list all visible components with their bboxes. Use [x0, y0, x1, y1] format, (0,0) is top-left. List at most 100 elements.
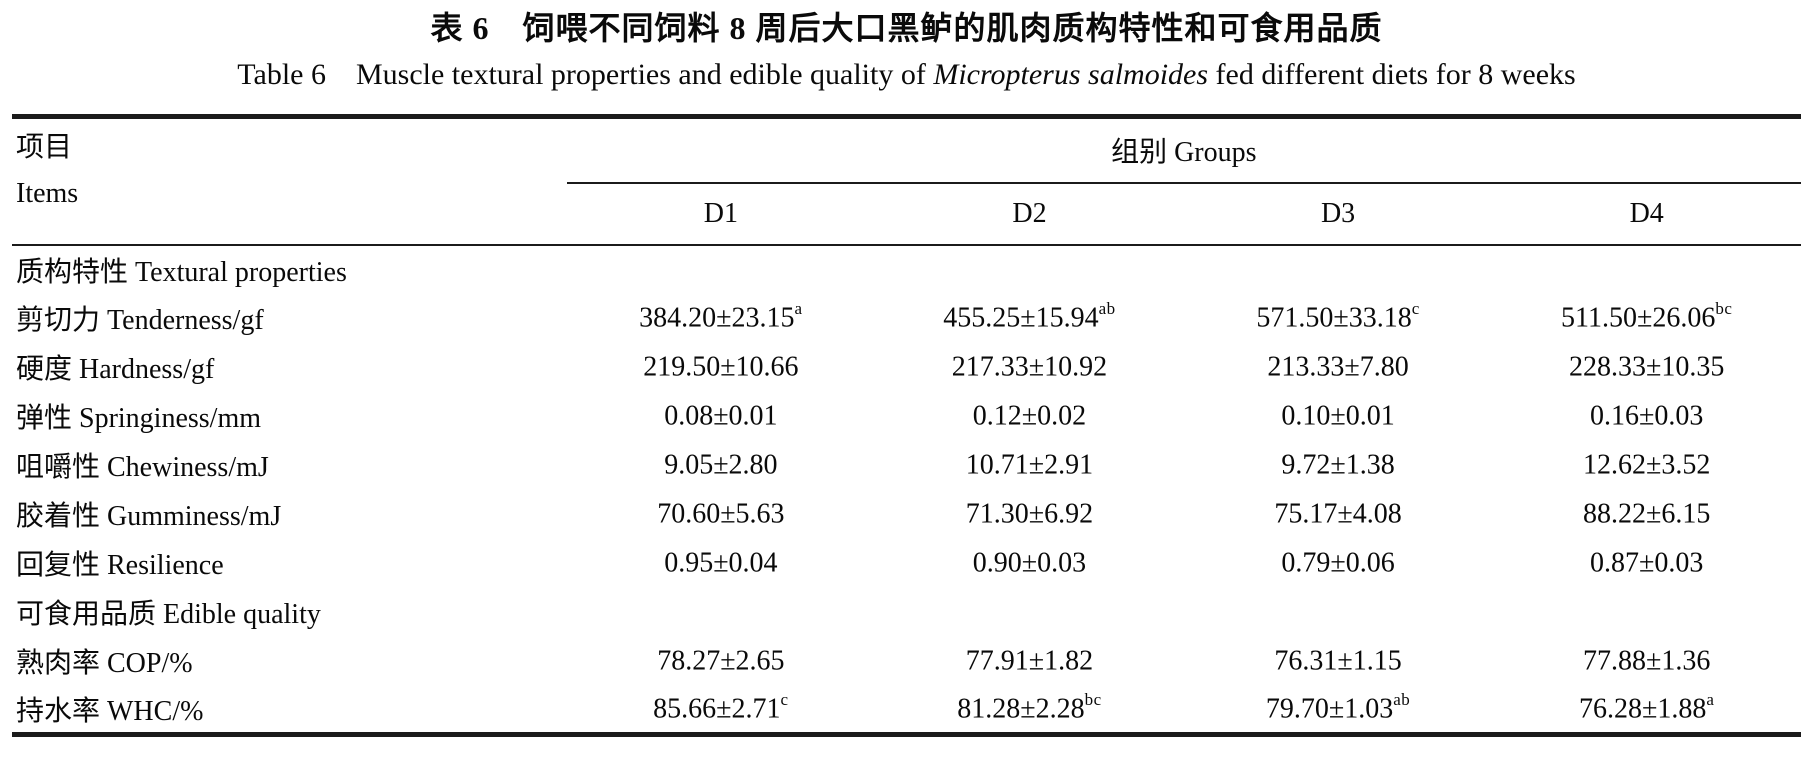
measurement-value: 571.50±33.18: [1256, 302, 1412, 334]
value-cell: 219.50±10.66: [567, 343, 876, 392]
measurement-value: 228.33±10.35: [1568, 351, 1725, 383]
table-row-whc: 持水率 WHC/% 85.66±2.71c 81.28±2.28bc 79.70…: [12, 686, 1801, 735]
value-cell: 70.60±5.63: [567, 490, 876, 539]
row-label: 弹性 Springiness/mm: [16, 403, 262, 434]
value-cell: 77.88±1.36: [1492, 637, 1801, 686]
table-title-chinese: 表 6 饲喂不同饲料 8 周后大口黑鲈的肌肉质构特性和可食用品质: [430, 10, 1383, 46]
measurement-value: 0.12±0.02: [972, 400, 1087, 432]
header-row-diets: D1 D2 D3 D4: [12, 182, 1801, 246]
table-row-gumminess: 胶着性 Gumminess/mJ 70.60±5.63 71.30±6.92 7…: [12, 490, 1801, 539]
value-cell: 75.17±4.08: [1184, 490, 1493, 539]
measurement-value: 88.22±6.15: [1582, 498, 1711, 530]
items-label-zh: 项目: [16, 132, 73, 163]
measurement-value: 219.50±10.66: [643, 351, 799, 383]
table-row-resilience: 回复性 Resilience 0.95±0.04 0.90±0.03 0.79±…: [12, 539, 1801, 588]
value-cell: 9.05±2.80: [567, 441, 876, 490]
header-row-groups: 项目 Items 组别 Groups: [12, 116, 1801, 246]
measurement-value: 0.90±0.03: [972, 547, 1087, 579]
measurement-value: 0.79±0.06: [1281, 547, 1395, 579]
table-row-tenderness: 剪切力 Tenderness/gf 384.20±23.15a 455.25±1…: [12, 294, 1801, 343]
measurement-value: 0.16±0.03: [1589, 400, 1704, 432]
measurement-value: 78.27±2.65: [657, 645, 785, 677]
value-cell: 0.10±0.01: [1184, 392, 1493, 441]
significance-superscript: a: [794, 299, 803, 319]
section-label: 质构特性 Textural properties: [16, 256, 347, 288]
measurement-value: 77.91±1.82: [965, 645, 1094, 677]
column-header-d3: D3: [1183, 182, 1493, 246]
section-label: 可食用品质 Edible quality: [16, 599, 321, 630]
value-cell: 571.50±33.18c: [1184, 294, 1493, 343]
groups-header-cell: 组别 Groups: [566, 116, 1801, 184]
row-label: 硬度 Hardness/gf: [16, 354, 215, 385]
table-row-cop: 熟肉率 COP/% 78.27±2.65 77.91±1.82 76.31±1.…: [12, 637, 1801, 686]
value-cell: 384.20±23.15a: [567, 294, 876, 343]
value-cell: 9.72±1.38: [1184, 441, 1493, 490]
measurement-value: 75.17±4.08: [1274, 498, 1402, 530]
measurement-value: 0.87±0.03: [1589, 547, 1704, 579]
value-cell: 0.16±0.03: [1492, 392, 1801, 441]
value-cell: 77.91±1.82: [875, 637, 1184, 686]
value-cell: 12.62±3.52: [1492, 441, 1801, 490]
measurement-value: 455.25±15.94: [943, 302, 1099, 334]
table-row-springiness: 弹性 Springiness/mm 0.08±0.01 0.12±0.02 0.…: [12, 392, 1801, 441]
row-label: 熟肉率 COP/%: [16, 648, 193, 679]
measurement-value: 217.33±10.92: [951, 351, 1108, 383]
row-label: 剪切力 Tenderness/gf: [16, 305, 264, 336]
significance-superscript: bc: [1715, 299, 1733, 319]
row-label: 胶着性 Gumminess/mJ: [16, 501, 282, 532]
significance-superscript: ab: [1098, 299, 1116, 319]
row-label: 回复性 Resilience: [16, 550, 224, 581]
measurement-value: 76.31±1.15: [1274, 645, 1402, 677]
data-table: 项目 Items 组别 Groups D1 D2 D3 D4 质构特性 Text…: [12, 114, 1801, 737]
significance-superscript: ab: [1393, 690, 1411, 710]
value-cell: 0.87±0.03: [1492, 539, 1801, 588]
value-cell: 0.90±0.03: [875, 539, 1184, 588]
value-cell: 511.50±26.06bc: [1492, 294, 1801, 343]
value-cell: 81.28±2.28bc: [875, 686, 1184, 735]
value-cell: 217.33±10.92: [875, 343, 1184, 392]
species-name-italic: Micropterus salmoides: [933, 58, 1209, 91]
measurement-value: 9.72±1.38: [1281, 449, 1395, 481]
title-en-prefix: Table 6 Muscle textural properties and e…: [237, 58, 934, 91]
measurement-value: 10.71±2.91: [965, 449, 1094, 481]
table-body: 质构特性 Textural properties 剪切力 Tenderness/…: [12, 245, 1801, 735]
column-header-d1: D1: [566, 182, 876, 246]
value-cell: 76.28±1.88a: [1492, 686, 1801, 735]
measurement-value: 0.10±0.01: [1281, 400, 1395, 432]
significance-superscript: c: [780, 690, 789, 710]
measurement-value: 79.70±1.03: [1265, 693, 1394, 725]
value-cell: 10.71±2.91: [875, 441, 1184, 490]
row-label: 咀嚼性 Chewiness/mJ: [16, 452, 269, 483]
table-row-chewiness: 咀嚼性 Chewiness/mJ 9.05±2.80 10.71±2.91 9.…: [12, 441, 1801, 490]
column-header-d4: D4: [1492, 182, 1801, 246]
section-row-edible: 可食用品质 Edible quality: [12, 588, 1801, 637]
value-cell: 455.25±15.94ab: [875, 294, 1184, 343]
items-header-cell: 项目 Items: [12, 116, 567, 246]
value-cell: 0.95±0.04: [567, 539, 876, 588]
section-row-textural: 质构特性 Textural properties: [12, 245, 1801, 294]
measurement-value: 81.28±2.28: [957, 693, 1085, 725]
measurement-value: 70.60±5.63: [657, 498, 785, 530]
table-header: 项目 Items 组别 Groups D1 D2 D3 D4: [12, 116, 1801, 246]
value-cell: 88.22±6.15: [1492, 490, 1801, 539]
value-cell: 228.33±10.35: [1492, 343, 1801, 392]
value-cell: 0.12±0.02: [875, 392, 1184, 441]
measurement-value: 213.33±7.80: [1267, 351, 1409, 383]
row-label: 持水率 WHC/%: [16, 695, 204, 727]
measurement-value: 9.05±2.80: [664, 449, 778, 481]
column-header-d2: D2: [875, 182, 1184, 246]
measurement-value: 511.50±26.06: [1560, 302, 1716, 334]
value-cell: 85.66±2.71c: [567, 686, 876, 735]
value-cell: 0.08±0.01: [567, 392, 876, 441]
measurement-value: 77.88±1.36: [1582, 645, 1711, 677]
measurement-value: 0.08±0.01: [664, 400, 778, 432]
measurement-value: 76.28±1.88: [1578, 693, 1707, 725]
title-en-suffix: fed different diets for 8 weeks: [1208, 58, 1576, 91]
table-row-hardness: 硬度 Hardness/gf 219.50±10.66 217.33±10.92…: [12, 343, 1801, 392]
measurement-value: 12.62±3.52: [1582, 449, 1711, 481]
value-cell: 76.31±1.15: [1184, 637, 1493, 686]
measurement-value: 71.30±6.92: [965, 498, 1094, 530]
value-cell: 78.27±2.65: [567, 637, 876, 686]
significance-superscript: bc: [1084, 690, 1102, 710]
